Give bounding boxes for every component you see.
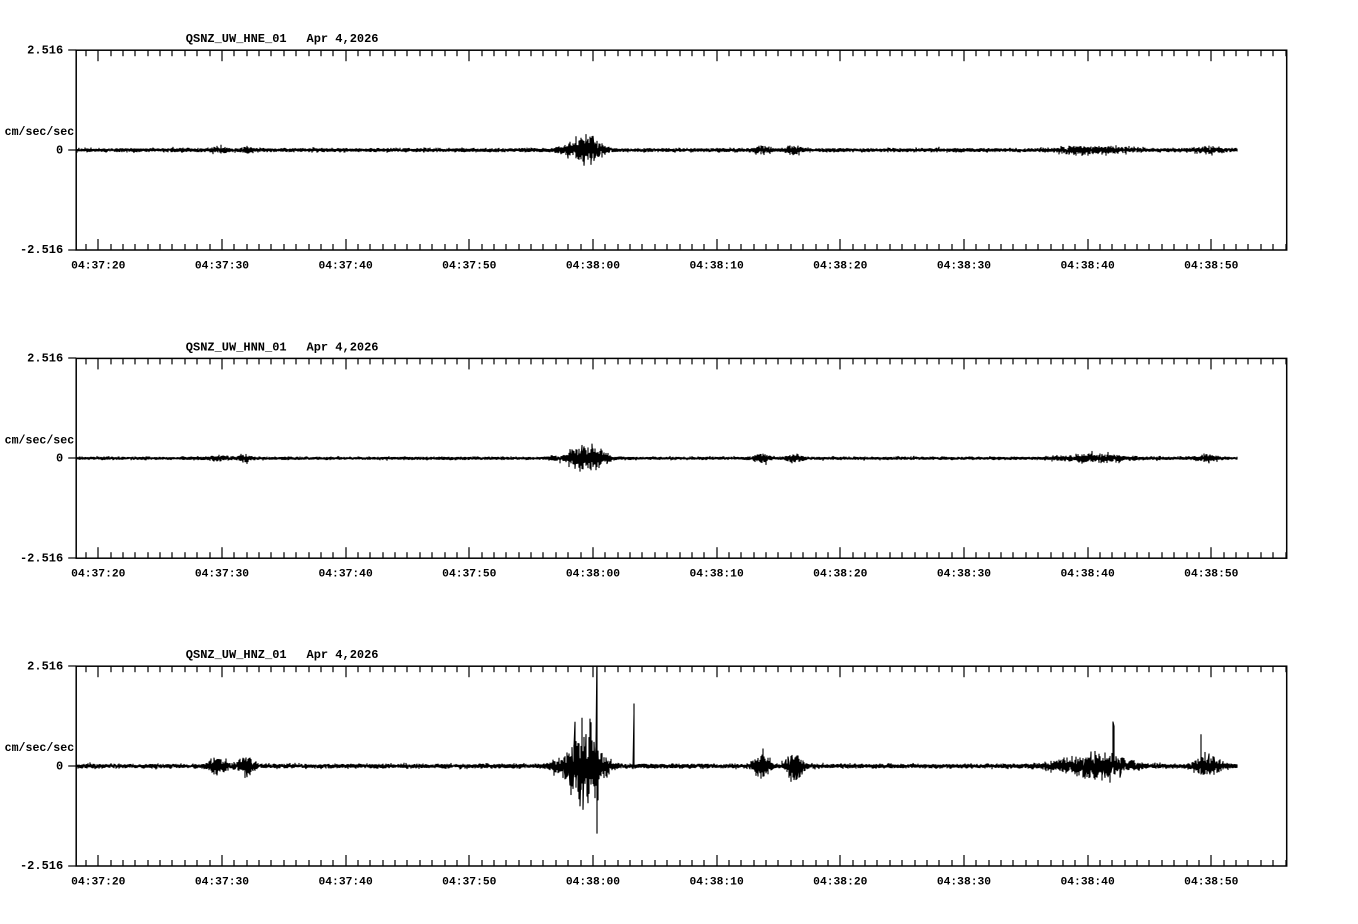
- svg-text:04:38:30: 04:38:30: [937, 260, 991, 272]
- svg-text:04:37:40: 04:37:40: [319, 260, 373, 272]
- svg-text:Apr 4,2026: Apr 4,2026: [307, 32, 379, 46]
- svg-text:04:38:20: 04:38:20: [813, 260, 867, 272]
- svg-text:Apr 4,2026: Apr 4,2026: [307, 340, 379, 354]
- svg-text:2.516: 2.516: [27, 659, 63, 673]
- svg-text:-2.516: -2.516: [20, 243, 63, 257]
- svg-text:0: 0: [56, 451, 63, 465]
- svg-text:QSNZ_UW_HNN_01: QSNZ_UW_HNN_01: [186, 340, 287, 354]
- svg-text:04:37:30: 04:37:30: [195, 260, 249, 272]
- svg-text:cm/sec/sec: cm/sec/sec: [5, 434, 75, 447]
- svg-text:04:38:00: 04:38:00: [566, 260, 620, 272]
- svg-text:04:37:40: 04:37:40: [319, 569, 373, 581]
- svg-text:04:38:30: 04:38:30: [937, 876, 991, 888]
- svg-text:04:38:40: 04:38:40: [1061, 260, 1115, 272]
- svg-text:04:37:50: 04:37:50: [442, 876, 496, 888]
- svg-text:04:38:00: 04:38:00: [566, 876, 620, 888]
- svg-text:0: 0: [56, 143, 63, 157]
- svg-text:04:38:10: 04:38:10: [690, 569, 744, 581]
- svg-text:04:38:20: 04:38:20: [813, 569, 867, 581]
- svg-text:-2.516: -2.516: [20, 551, 63, 565]
- svg-text:04:37:20: 04:37:20: [71, 569, 125, 581]
- svg-text:2.516: 2.516: [27, 352, 63, 366]
- svg-text:cm/sec/sec: cm/sec/sec: [5, 126, 75, 139]
- svg-text:04:37:50: 04:37:50: [442, 569, 496, 581]
- svg-text:04:37:50: 04:37:50: [442, 260, 496, 272]
- svg-text:04:38:50: 04:38:50: [1184, 260, 1238, 272]
- svg-text:2.516: 2.516: [27, 43, 63, 57]
- svg-text:04:38:40: 04:38:40: [1061, 569, 1115, 581]
- svg-text:04:38:10: 04:38:10: [690, 260, 744, 272]
- svg-text:04:37:20: 04:37:20: [71, 260, 125, 272]
- svg-text:04:38:00: 04:38:00: [566, 569, 620, 581]
- svg-text:04:38:10: 04:38:10: [690, 876, 744, 888]
- svg-text:-2.516: -2.516: [20, 859, 63, 873]
- svg-text:04:38:50: 04:38:50: [1184, 876, 1238, 888]
- svg-text:0: 0: [56, 759, 63, 773]
- svg-text:04:38:40: 04:38:40: [1061, 876, 1115, 888]
- svg-text:Apr 4,2026: Apr 4,2026: [307, 648, 379, 662]
- svg-text:04:37:20: 04:37:20: [71, 876, 125, 888]
- svg-text:04:37:30: 04:37:30: [195, 876, 249, 888]
- svg-text:QSNZ_UW_HNZ_01: QSNZ_UW_HNZ_01: [186, 648, 287, 662]
- svg-text:04:38:20: 04:38:20: [813, 876, 867, 888]
- svg-text:QSNZ_UW_HNE_01: QSNZ_UW_HNE_01: [186, 32, 287, 46]
- svg-text:04:37:40: 04:37:40: [319, 876, 373, 888]
- svg-text:04:38:50: 04:38:50: [1184, 569, 1238, 581]
- svg-text:04:37:30: 04:37:30: [195, 569, 249, 581]
- svg-text:04:38:30: 04:38:30: [937, 569, 991, 581]
- svg-text:cm/sec/sec: cm/sec/sec: [5, 742, 75, 755]
